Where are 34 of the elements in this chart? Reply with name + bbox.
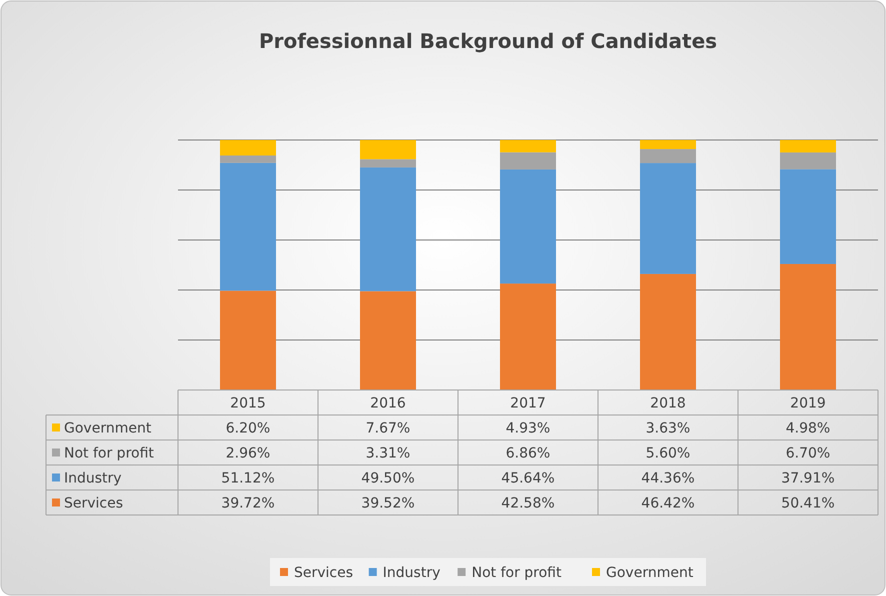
x-tick-label: 2019 bbox=[790, 395, 826, 412]
data-label: 7.67% bbox=[366, 420, 410, 436]
legend-item: Industry bbox=[368, 564, 440, 581]
legend-label: Industry bbox=[64, 470, 122, 486]
legend-label: Services bbox=[64, 495, 124, 512]
data-label: 6.20% bbox=[226, 420, 270, 436]
legend-item: Government bbox=[592, 564, 694, 581]
data-label: 2.96% bbox=[226, 445, 270, 462]
chart-title: Professionnal Background of Candidates bbox=[258, 29, 718, 53]
legend-item: Not for profit bbox=[458, 564, 562, 581]
data-label: 50.41% bbox=[781, 495, 835, 512]
x-tick-label: 2015 bbox=[230, 395, 266, 412]
data-label: 3.63% bbox=[646, 420, 690, 436]
data-label: 51.12% bbox=[221, 470, 275, 486]
data-label: 4.98% bbox=[786, 420, 830, 436]
data-label: 45.64% bbox=[501, 470, 555, 486]
data-label: 37.91% bbox=[781, 470, 835, 486]
x-tick-label: 2016 bbox=[370, 395, 406, 412]
data-label: 46.42% bbox=[641, 495, 695, 512]
x-tick-label: 2018 bbox=[650, 395, 686, 412]
data-label: 49.50% bbox=[361, 470, 415, 486]
data-label: 5.60% bbox=[646, 445, 690, 462]
legend-label: Not for profit bbox=[64, 445, 154, 462]
data-label: 42.58% bbox=[501, 495, 555, 512]
data-label: 4.93% bbox=[506, 420, 550, 436]
legend-label: Government bbox=[64, 420, 152, 436]
data-label: 3.31% bbox=[366, 445, 410, 462]
data-label: 6.86% bbox=[506, 445, 550, 462]
data-label: 44.36% bbox=[641, 470, 695, 486]
data-label: 6.70% bbox=[786, 445, 830, 462]
data-label: 39.52% bbox=[361, 495, 415, 512]
legend-item: Services bbox=[280, 564, 354, 581]
data-label: 39.72% bbox=[221, 495, 275, 512]
x-tick-label: 2017 bbox=[510, 395, 546, 412]
